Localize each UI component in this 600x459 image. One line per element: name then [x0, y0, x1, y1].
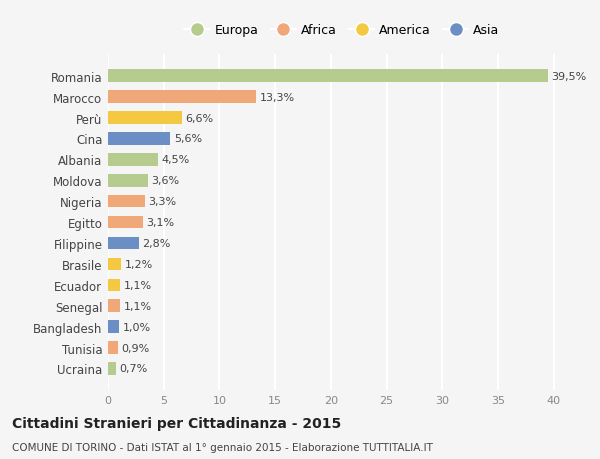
Text: Cittadini Stranieri per Cittadinanza - 2015: Cittadini Stranieri per Cittadinanza - 2… — [12, 416, 341, 430]
Text: 1,2%: 1,2% — [125, 259, 153, 269]
Bar — [108, 70, 548, 83]
Bar — [108, 154, 158, 166]
Bar — [108, 300, 120, 312]
Bar — [108, 279, 120, 291]
Bar — [108, 237, 139, 250]
Text: 3,1%: 3,1% — [146, 218, 174, 228]
Text: 4,5%: 4,5% — [161, 155, 190, 165]
Bar — [108, 258, 121, 271]
Bar — [108, 363, 116, 375]
Text: 3,6%: 3,6% — [151, 176, 179, 186]
Bar — [108, 91, 256, 104]
Text: 0,7%: 0,7% — [119, 364, 148, 374]
Text: 1,1%: 1,1% — [124, 280, 152, 290]
Bar — [108, 196, 145, 208]
Bar — [108, 341, 118, 354]
Text: 0,9%: 0,9% — [121, 343, 149, 353]
Text: 6,6%: 6,6% — [185, 113, 213, 123]
Text: COMUNE DI TORINO - Dati ISTAT al 1° gennaio 2015 - Elaborazione TUTTITALIA.IT: COMUNE DI TORINO - Dati ISTAT al 1° genn… — [12, 442, 433, 452]
Text: 39,5%: 39,5% — [551, 72, 587, 82]
Bar — [108, 321, 119, 333]
Bar — [108, 133, 170, 146]
Text: 3,3%: 3,3% — [148, 197, 176, 207]
Text: 5,6%: 5,6% — [174, 134, 202, 144]
Text: 2,8%: 2,8% — [143, 239, 171, 248]
Text: 13,3%: 13,3% — [260, 92, 295, 102]
Legend: Europa, Africa, America, Asia: Europa, Africa, America, Asia — [178, 18, 506, 43]
Bar — [108, 112, 182, 124]
Text: 1,1%: 1,1% — [124, 301, 152, 311]
Text: 1,0%: 1,0% — [122, 322, 151, 332]
Bar — [108, 216, 143, 229]
Bar — [108, 174, 148, 187]
